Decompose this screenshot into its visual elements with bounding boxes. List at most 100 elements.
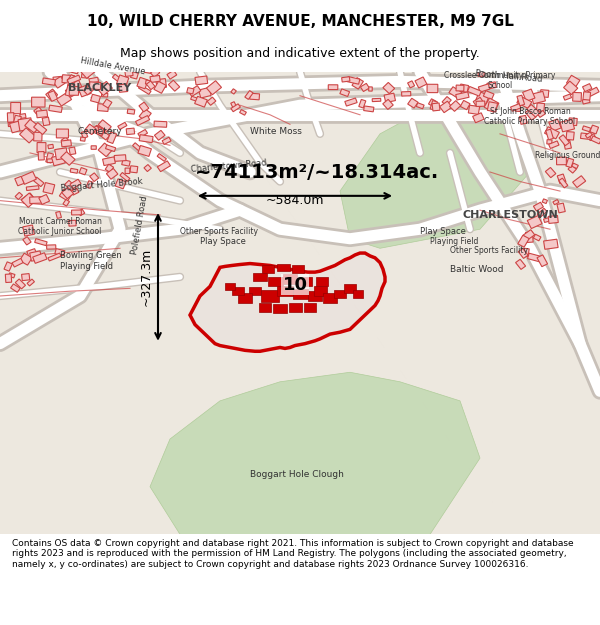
Bar (518, 235, 529, 247)
Bar (368, 87, 372, 91)
Bar (11, 284, 20, 292)
Bar (515, 107, 521, 111)
Bar (29, 251, 42, 261)
Bar (353, 290, 363, 298)
Bar (10, 120, 25, 133)
Text: Cemetery: Cemetery (77, 127, 122, 136)
Bar (35, 239, 47, 246)
Bar (560, 119, 575, 132)
Bar (316, 278, 328, 286)
Bar (20, 253, 32, 265)
Bar (563, 94, 572, 100)
Bar (150, 76, 160, 82)
Bar (580, 133, 591, 139)
Bar (70, 179, 81, 189)
Bar (74, 58, 87, 67)
Bar (103, 157, 115, 166)
Text: Play Space: Play Space (200, 236, 246, 246)
Bar (90, 173, 98, 181)
Bar (559, 135, 569, 146)
Bar (139, 85, 151, 94)
Bar (517, 95, 524, 106)
Bar (97, 81, 112, 96)
Bar (478, 84, 490, 92)
Bar (277, 264, 290, 271)
Bar (169, 80, 180, 91)
Bar (194, 96, 208, 107)
Bar (167, 71, 177, 79)
Bar (334, 290, 346, 298)
Bar (55, 148, 68, 160)
Bar (78, 85, 91, 97)
Bar (487, 102, 497, 112)
Bar (199, 88, 211, 98)
Bar (63, 199, 70, 206)
Bar (79, 168, 87, 175)
Bar (557, 157, 566, 165)
Bar (432, 103, 440, 111)
Bar (156, 79, 166, 88)
Bar (43, 78, 56, 85)
Bar (122, 160, 130, 166)
Text: Baltic Wood: Baltic Wood (450, 265, 503, 274)
Bar (62, 75, 74, 84)
Bar (352, 78, 364, 89)
Bar (345, 98, 357, 106)
Bar (308, 291, 322, 301)
Bar (544, 217, 553, 222)
Bar (98, 129, 110, 140)
Polygon shape (150, 372, 480, 534)
Bar (68, 220, 76, 226)
Text: 10: 10 (283, 276, 308, 294)
Bar (80, 62, 97, 78)
Bar (430, 101, 437, 110)
Bar (27, 249, 37, 258)
Bar (455, 92, 469, 100)
Bar (89, 82, 101, 89)
Bar (563, 81, 578, 94)
Bar (545, 127, 559, 139)
Bar (515, 259, 526, 269)
Bar (586, 132, 592, 138)
Bar (456, 85, 464, 91)
Bar (15, 279, 25, 289)
Bar (548, 216, 558, 224)
Bar (20, 114, 26, 119)
Bar (476, 92, 490, 104)
Text: Religious Grounds: Religious Grounds (535, 151, 600, 160)
Bar (569, 118, 577, 126)
Bar (39, 194, 50, 204)
Bar (71, 188, 79, 195)
Bar (277, 286, 293, 296)
Bar (484, 98, 499, 112)
Bar (361, 83, 370, 91)
Bar (62, 188, 74, 199)
Bar (359, 99, 366, 108)
Bar (20, 127, 35, 143)
Bar (590, 125, 599, 134)
Bar (86, 181, 93, 188)
Bar (383, 99, 393, 109)
Bar (52, 154, 65, 166)
Text: White Moss: White Moss (250, 127, 302, 136)
Text: Mount Carmel Roman
Catholic Junior School: Mount Carmel Roman Catholic Junior Schoo… (19, 217, 101, 236)
Bar (34, 122, 47, 134)
Bar (48, 91, 58, 101)
Bar (115, 179, 126, 189)
Bar (299, 277, 311, 286)
Bar (36, 110, 47, 118)
Text: Play Space: Play Space (420, 227, 466, 236)
Bar (4, 262, 13, 271)
Bar (559, 178, 568, 188)
Bar (283, 274, 297, 284)
Bar (262, 266, 274, 273)
Bar (469, 105, 479, 114)
Bar (48, 253, 61, 261)
Bar (56, 211, 61, 219)
Bar (195, 76, 208, 85)
Bar (347, 77, 360, 84)
Bar (70, 168, 78, 173)
Bar (5, 274, 11, 282)
Bar (587, 88, 599, 96)
Bar (69, 87, 79, 95)
